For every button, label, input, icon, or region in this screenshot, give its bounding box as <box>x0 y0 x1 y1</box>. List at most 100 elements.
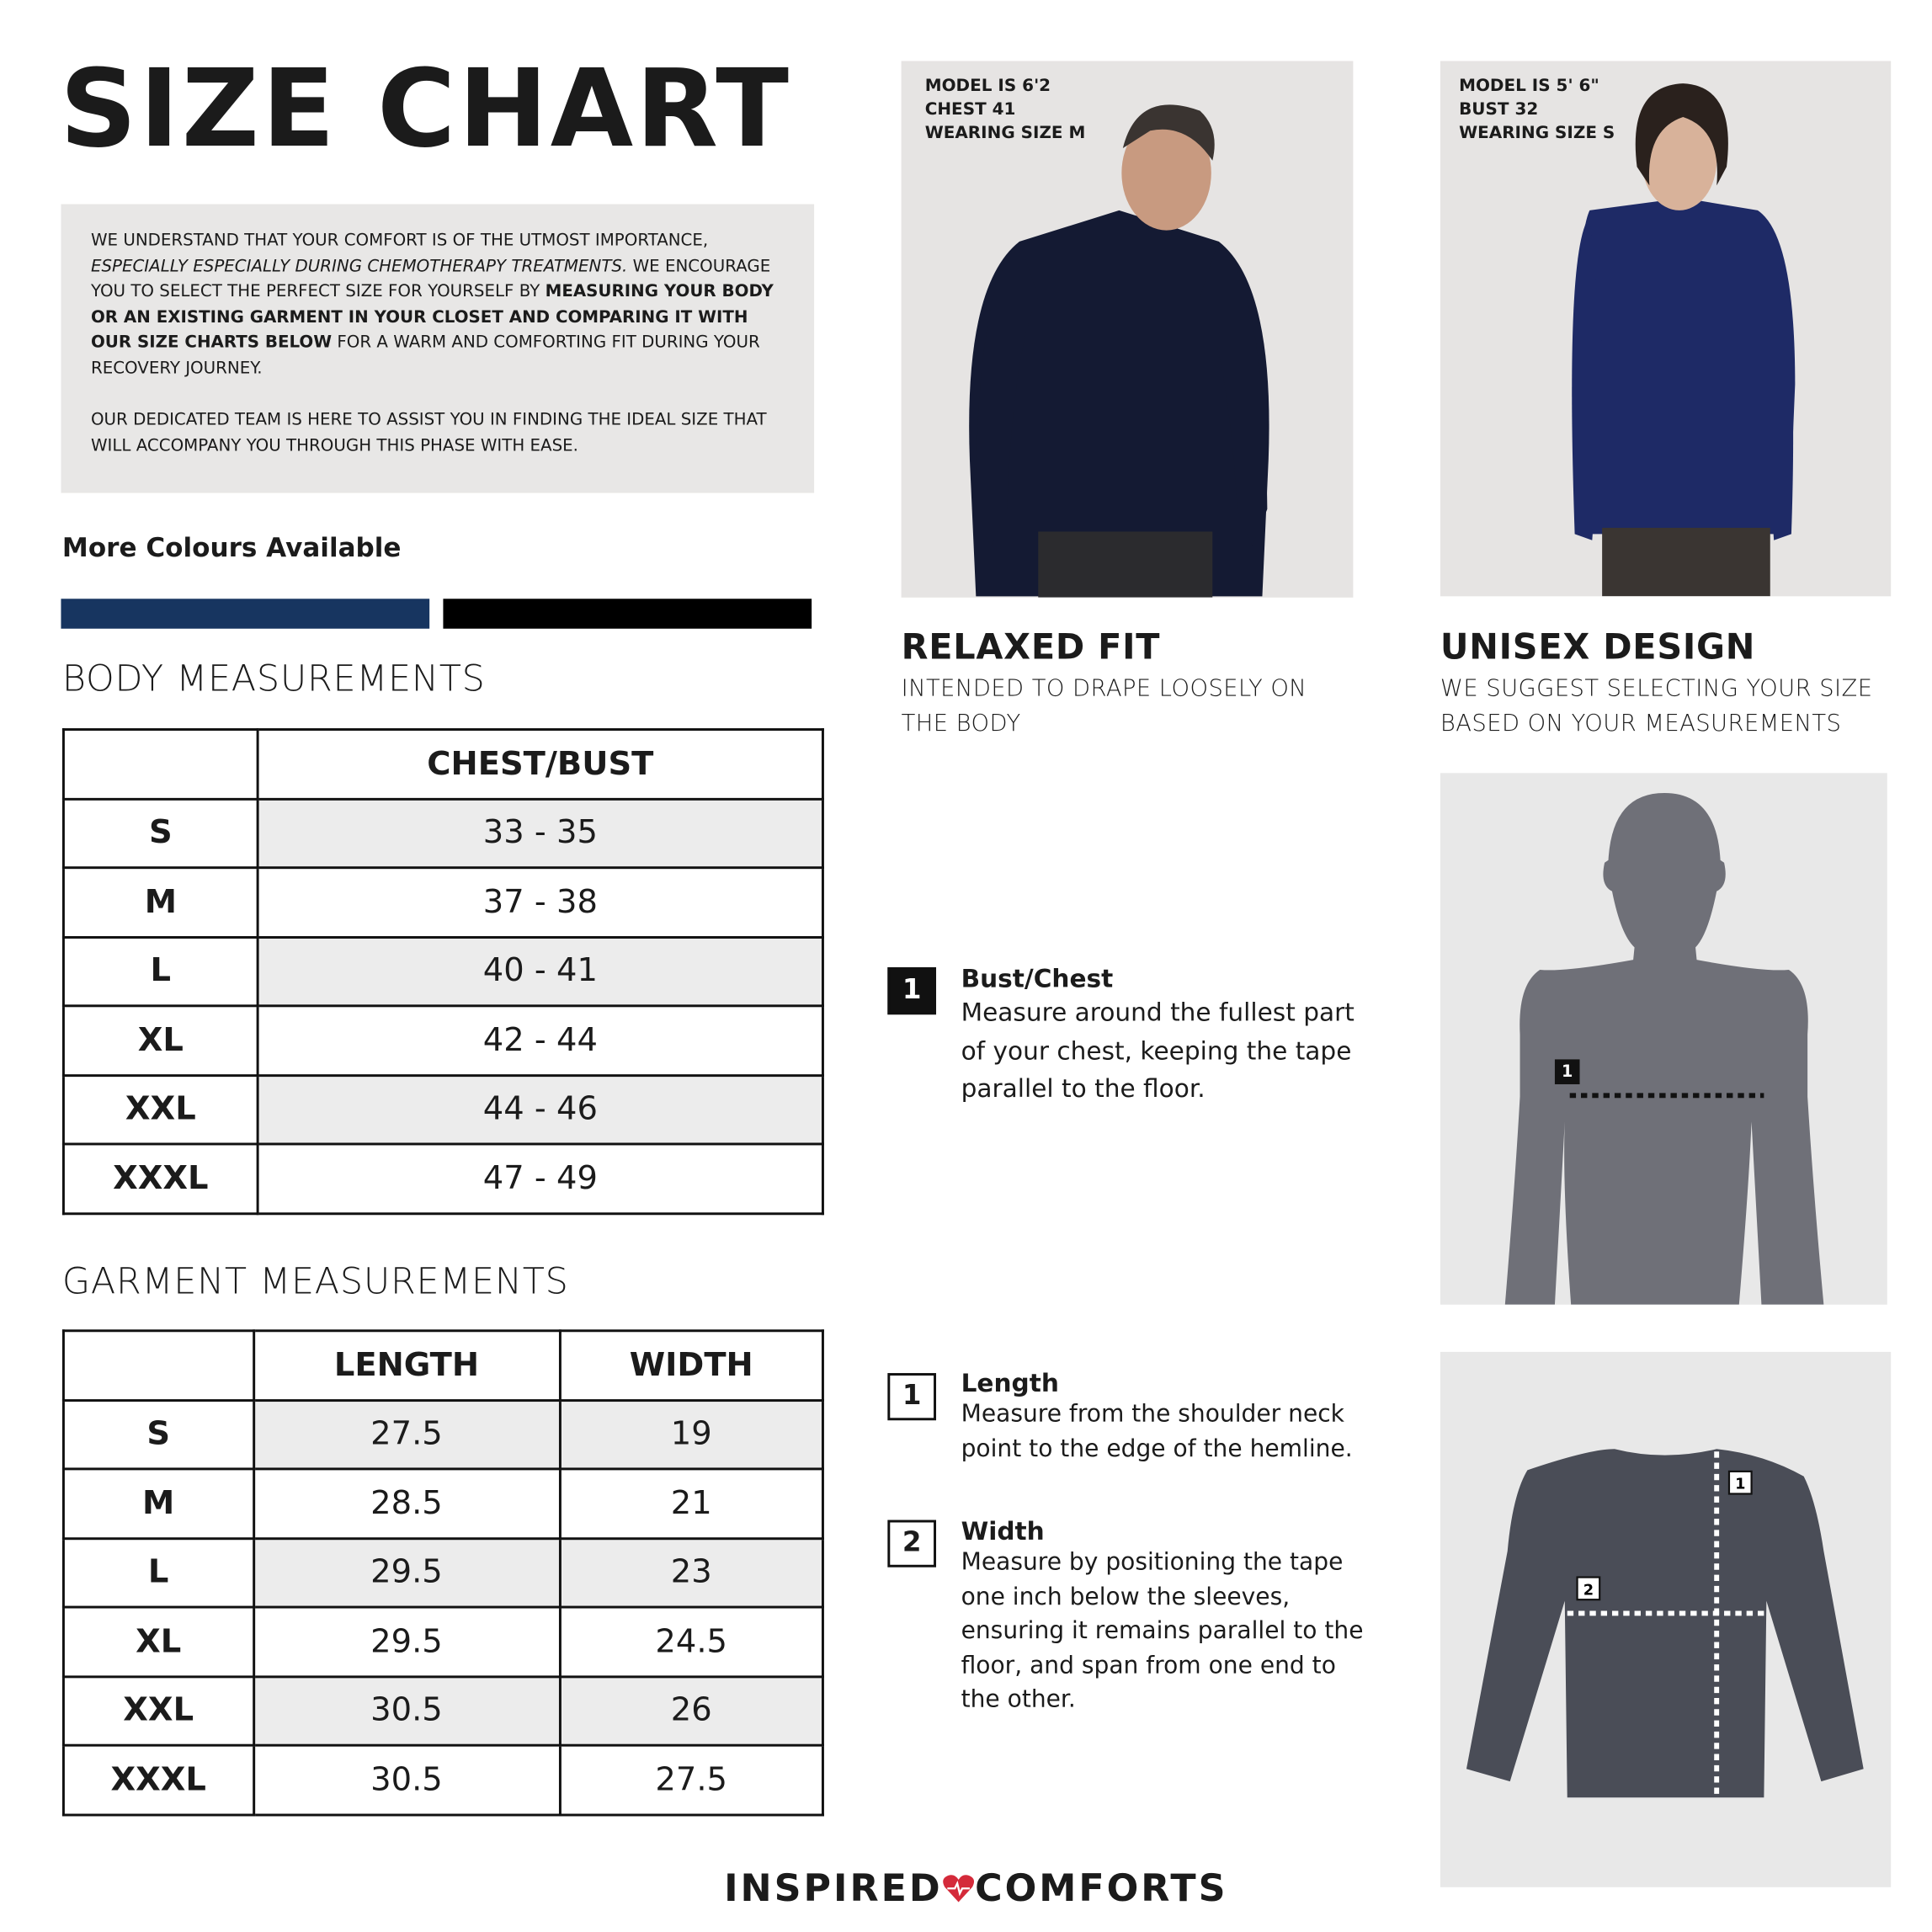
size-cell: XL <box>61 1004 259 1077</box>
table-row: XXL 44 - 46 <box>61 1073 824 1146</box>
feature-title: RELAXED FIT <box>901 625 1161 668</box>
size-cell: L <box>61 935 259 1008</box>
garment-table: LENGTH WIDTH S 27.5 19 M 28.5 21 L 29.5 23 XL 29.5 24… <box>61 1329 824 1816</box>
value-cell: 29.5 <box>252 1536 562 1609</box>
value-cell: 44 - 46 <box>256 1073 824 1146</box>
value-cell: 33 - 35 <box>256 797 824 870</box>
step-number: 2 <box>887 1520 937 1567</box>
heart-icon <box>943 1875 975 1903</box>
header-cell <box>61 1329 255 1402</box>
guide: Bust/Chest Measure around the fullest pa… <box>961 964 1372 1108</box>
table-row: XL 42 - 44 <box>61 1004 824 1077</box>
model-line: BUST 32 <box>1459 99 1539 120</box>
model-line: WEARING SIZE M <box>924 123 1086 144</box>
colour-swatch <box>443 599 812 629</box>
table-row: XXXL 47 - 49 <box>61 1142 824 1215</box>
guide-text: Measure from the shoulder neck point to … <box>961 1400 1353 1462</box>
model-photo: MODEL IS 6'2 CHEST 41 WEARING SIZE M <box>901 61 1354 598</box>
brand-text: COMFORTS <box>975 1867 1228 1911</box>
size-cell: M <box>61 866 259 939</box>
feature: RELAXED FIT INTENDED TO DRAPE LOOSELY ON… <box>902 626 1312 742</box>
guide-title: Bust/Chest <box>961 963 1114 994</box>
feature-text: INTENDED TO DRAPE LOOSELY ON THE BODY <box>901 675 1307 737</box>
table-row: S 33 - 35 <box>61 797 824 870</box>
value-cell: 29.5 <box>252 1605 562 1678</box>
guide-text: Measure around the fullest part of your … <box>961 997 1355 1104</box>
model-line: MODEL IS 6'2 <box>924 76 1051 96</box>
model-line: MODEL IS 5' 6" <box>1459 76 1599 96</box>
table-row: L 40 - 41 <box>61 935 824 1008</box>
table-row: XL 29.5 24.5 <box>61 1605 824 1678</box>
body-table: CHEST/BUST S 33 - 35 M 37 - 38 L 40 - 41 XL 42 -… <box>61 728 824 1215</box>
body-silhouette: 1 <box>1504 792 1824 1305</box>
value-cell: 40 - 41 <box>256 935 824 1008</box>
intro-box: WE UNDERSTAND THAT YOUR COMFORT IS OF TH… <box>61 204 815 493</box>
size-cell: M <box>61 1467 255 1540</box>
header-cell <box>61 728 259 801</box>
step-number: 1 <box>887 1373 937 1421</box>
text: WE UNDERSTAND THAT YOUR COMFORT IS OF TH… <box>90 232 709 251</box>
value-cell: 19 <box>558 1398 824 1471</box>
table-row: M 37 - 38 <box>61 866 824 939</box>
value-cell: 27.5 <box>252 1398 562 1471</box>
model-photo: MODEL IS 5' 6" BUST 32 WEARING SIZE S <box>1440 61 1892 597</box>
guide-text: Measure by positioning the tape one inch… <box>961 1548 1364 1713</box>
section-title: BODY MEASUREMENTS <box>61 657 486 700</box>
value-cell: 23 <box>558 1536 824 1609</box>
model-figure <box>1572 83 1796 597</box>
guide-title: Width <box>961 1516 1045 1546</box>
body-diagram: 1 <box>1440 773 1887 1305</box>
diagram-marker: 2 <box>1583 1582 1594 1599</box>
model-figure <box>969 104 1269 598</box>
value-cell: 26 <box>558 1674 824 1747</box>
feature: UNISEX DESIGN WE SUGGEST SELECTING YOUR … <box>1440 626 1901 742</box>
brand-text: INSPIRED <box>724 1867 943 1911</box>
header-row: CHEST/BUST <box>61 728 824 801</box>
text: WE ENCOURAGE YOU TO SELECT THE PERFECT S… <box>90 257 771 302</box>
text: FOR A WARM AND COMFORTING FIT DURING YOU… <box>90 333 760 379</box>
value-cell: 24.5 <box>558 1605 824 1678</box>
colours-heading: More Colours Available <box>61 532 402 563</box>
model-info: MODEL IS 5' 6" BUST 32 WEARING SIZE S <box>1459 75 1615 146</box>
value-cell: 30.5 <box>252 1743 562 1816</box>
size-cell: XXL <box>61 1674 255 1747</box>
table-row: M 28.5 21 <box>61 1467 824 1540</box>
diagram-marker: 1 <box>1735 1477 1745 1493</box>
page-title: SIZE CHART <box>59 47 791 173</box>
colour-swatch <box>61 599 430 629</box>
section-title: GARMENT MEASUREMENTS <box>61 1259 569 1302</box>
diagram-marker: 1 <box>1562 1062 1573 1081</box>
guide-title: Length <box>961 1368 1059 1398</box>
step-number: 1 <box>887 966 937 1015</box>
value-cell: 27.5 <box>558 1743 824 1816</box>
table-row: L 29.5 23 <box>61 1536 824 1609</box>
model-line: CHEST 41 <box>924 99 1016 120</box>
guide: Width Measure by positioning the tape on… <box>961 1516 1372 1717</box>
value-cell: 21 <box>558 1467 824 1540</box>
size-cell: XXXL <box>61 1142 259 1215</box>
value-cell: 28.5 <box>252 1467 562 1540</box>
size-cell: S <box>61 1398 255 1471</box>
value-cell: 30.5 <box>252 1674 562 1747</box>
text-italic: ESPECIALLY ESPECIALLY DURING CHEMOTHERAP… <box>90 257 628 276</box>
header-row: LENGTH WIDTH <box>61 1329 824 1402</box>
text-bold: MEASURING YOUR BODY OR AN EXISTING GARME… <box>90 282 774 354</box>
intro-paragraph: WE UNDERSTAND THAT YOUR COMFORT IS OF TH… <box>91 229 785 383</box>
guide: Length Measure from the shoulder neck po… <box>961 1368 1360 1466</box>
brand-logo: INSPIRED COMFORTS <box>0 1867 1932 1911</box>
size-cell: S <box>61 797 259 870</box>
size-cell: XL <box>61 1605 255 1678</box>
model-info: MODEL IS 6'2 CHEST 41 WEARING SIZE M <box>925 75 1086 146</box>
size-cell: XXL <box>61 1073 259 1146</box>
table-row: S 27.5 19 <box>61 1398 824 1471</box>
column-header: WIDTH <box>558 1329 824 1402</box>
garment-diagram: 1 2 <box>1440 1351 1892 1887</box>
column-header: CHEST/BUST <box>256 728 824 801</box>
feature-title: UNISEX DESIGN <box>1440 625 1756 668</box>
column-header: LENGTH <box>252 1329 562 1402</box>
value-cell: 47 - 49 <box>256 1142 824 1215</box>
size-cell: XXXL <box>61 1743 255 1816</box>
table-row: XXL 30.5 26 <box>61 1674 824 1747</box>
value-cell: 42 - 44 <box>256 1004 824 1077</box>
